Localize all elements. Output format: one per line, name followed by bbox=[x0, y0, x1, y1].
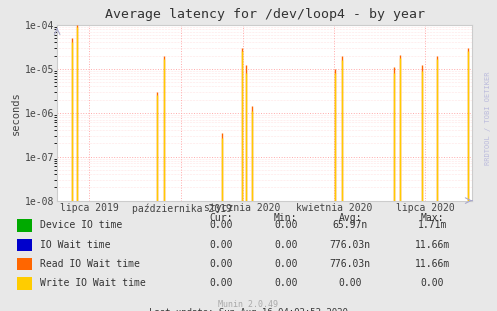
Text: 0.00: 0.00 bbox=[274, 240, 298, 250]
Text: 11.66m: 11.66m bbox=[415, 240, 450, 250]
Text: 0.00: 0.00 bbox=[274, 259, 298, 269]
Text: Read IO Wait time: Read IO Wait time bbox=[40, 259, 140, 269]
Text: 65.97n: 65.97n bbox=[333, 220, 368, 230]
Text: 0.00: 0.00 bbox=[274, 220, 298, 230]
Text: 776.03n: 776.03n bbox=[330, 240, 371, 250]
Text: Avg:: Avg: bbox=[338, 213, 362, 223]
Text: 0.00: 0.00 bbox=[209, 259, 233, 269]
Text: Cur:: Cur: bbox=[209, 213, 233, 223]
Text: RRDTOOL / TOBI OETIKER: RRDTOOL / TOBI OETIKER bbox=[485, 72, 491, 165]
Text: Last update: Sun Aug 16 04:02:52 2020: Last update: Sun Aug 16 04:02:52 2020 bbox=[149, 308, 348, 311]
Text: 11.66m: 11.66m bbox=[415, 259, 450, 269]
Text: 0.00: 0.00 bbox=[338, 278, 362, 288]
Text: Device IO time: Device IO time bbox=[40, 220, 122, 230]
Text: IO Wait time: IO Wait time bbox=[40, 240, 110, 250]
Text: Write IO Wait time: Write IO Wait time bbox=[40, 278, 146, 288]
Text: 0.00: 0.00 bbox=[274, 278, 298, 288]
Text: 1.71m: 1.71m bbox=[417, 220, 447, 230]
Text: 0.00: 0.00 bbox=[209, 278, 233, 288]
Text: 776.03n: 776.03n bbox=[330, 259, 371, 269]
Text: 0.00: 0.00 bbox=[209, 220, 233, 230]
Text: Min:: Min: bbox=[274, 213, 298, 223]
Text: 0.00: 0.00 bbox=[209, 240, 233, 250]
Text: Max:: Max: bbox=[420, 213, 444, 223]
Title: Average latency for /dev/loop4 - by year: Average latency for /dev/loop4 - by year bbox=[105, 8, 424, 21]
Y-axis label: seconds: seconds bbox=[11, 91, 21, 135]
Text: 0.00: 0.00 bbox=[420, 278, 444, 288]
Text: Munin 2.0.49: Munin 2.0.49 bbox=[219, 300, 278, 309]
